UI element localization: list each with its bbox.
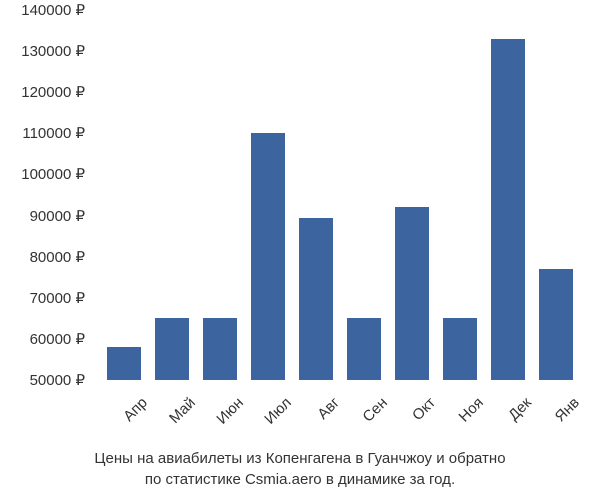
y-tick-label: 100000 ₽: [21, 165, 85, 183]
caption-line-1: Цены на авиабилеты из Копенгагена в Гуан…: [0, 448, 600, 469]
bar: [347, 318, 381, 380]
chart-caption: Цены на авиабилеты из Копенгагена в Гуан…: [0, 448, 600, 490]
bar: [395, 207, 429, 380]
y-axis: 50000 ₽60000 ₽70000 ₽80000 ₽90000 ₽10000…: [0, 10, 90, 380]
y-tick-label: 130000 ₽: [21, 42, 85, 60]
y-tick-label: 80000 ₽: [30, 248, 85, 266]
y-tick-label: 140000 ₽: [21, 1, 85, 19]
bar: [107, 347, 141, 380]
y-tick-label: 70000 ₽: [30, 289, 85, 307]
x-tick-label: Ноя: [453, 385, 516, 448]
x-tick-label: Сен: [357, 385, 420, 448]
bar: [299, 218, 333, 380]
x-axis: АпрМайИюнИюлАвгСенОктНояДекЯнв: [95, 385, 585, 440]
y-tick-label: 110000 ₽: [22, 124, 85, 142]
chart-container: 50000 ₽ 60000 ₽ 70000 ₽ 80000 ₽ 90000 ₽ 10000…: [0, 0, 600, 500]
bar: [251, 133, 285, 380]
plot-area: [95, 10, 585, 380]
y-tick-label: 120000 ₽: [21, 83, 85, 101]
y-tick-label: 50000 ₽: [30, 371, 85, 389]
bar: [155, 318, 189, 380]
caption-line-2: по статистике Csmia.aero в динамике за г…: [0, 469, 600, 490]
y-tick-label: 60000 ₽: [30, 330, 85, 348]
bars-group: [95, 10, 585, 380]
bar: [203, 318, 237, 380]
x-tick-label: Янв: [549, 385, 600, 448]
y-tick-label: 90000 ₽: [30, 207, 85, 225]
bar: [491, 39, 525, 380]
x-tick-label: Июл: [261, 385, 324, 448]
bar: [539, 269, 573, 380]
bar: [443, 318, 477, 380]
